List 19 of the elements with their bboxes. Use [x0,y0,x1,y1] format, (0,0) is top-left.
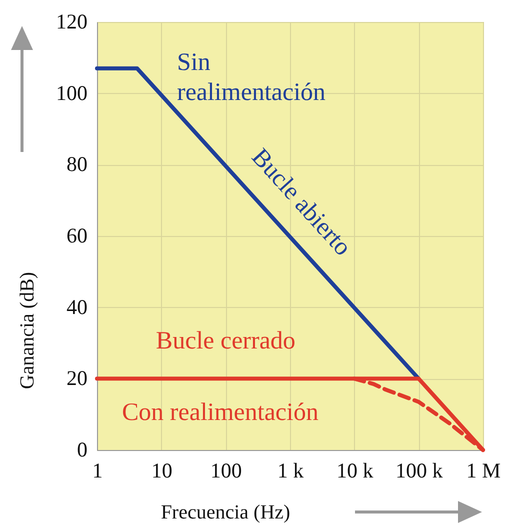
series-label: Bucle cerrado [156,328,296,355]
y-axis-title: Ganancia (dB) [16,272,38,390]
y-tick-label: 0 [77,438,88,462]
x-tick-label: 100 k [396,458,444,482]
y-tick-label: 40 [66,294,88,319]
x-tick-label: 10 [151,458,172,482]
y-tick-label: 20 [66,366,88,390]
x-tick-label: 100 [210,458,242,482]
x-axis-title: Frecuencia (Hz) [160,502,290,524]
annotation: Sin realimentación [177,49,326,106]
annotation: Con realimentación [122,399,319,426]
x-tick-label: 1 [92,458,103,482]
y-tick-label: 100 [56,80,88,105]
x-tick-label: 1 M [466,458,502,482]
x-tick-label: 10 k [336,458,374,482]
y-tick-label: 80 [66,152,88,176]
y-tick-label: 60 [66,224,88,248]
y-tick-label: 120 [56,10,88,34]
x-tick-label: 1 k [277,458,304,482]
